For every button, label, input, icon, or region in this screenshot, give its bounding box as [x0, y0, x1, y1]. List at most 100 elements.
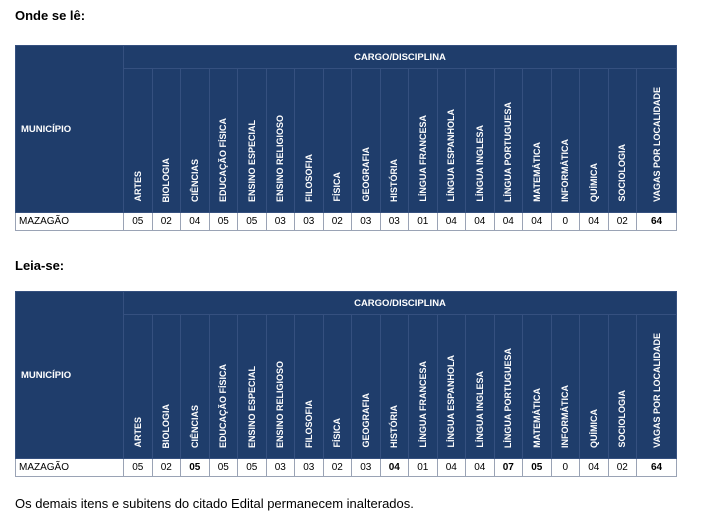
column-header-label: INFORMÁTICA: [560, 385, 571, 448]
column-header-fisica: FÍSICA: [322, 68, 352, 213]
value-cell-fisica: 02: [322, 458, 352, 477]
column-header-label: LÍNGUA ESPANHOLA: [446, 109, 457, 202]
column-header-lingua-espanhola: LÍNGUA ESPANHOLA: [436, 314, 466, 459]
value-cell-lingua-portuguesa: 07: [493, 458, 523, 477]
column-header-educacao-fisica: EDUCAÇÃO FÍSICA: [208, 68, 238, 213]
value-cell-geografia: 03: [351, 458, 381, 477]
column-header-filosofia: FILOSOFIA: [294, 314, 324, 459]
column-header-label: EDUCAÇÃO FÍSICA: [218, 363, 229, 448]
column-header-sociologia: SOCIOLOGIA: [607, 68, 637, 213]
column-header-lingua-francesa: LÍNGUA FRANCESA: [408, 314, 438, 459]
column-header-label: INFORMÁTICA: [560, 139, 571, 202]
column-header-label: CIÊNCIAS: [189, 158, 200, 202]
column-header-ensino-especial: ENSINO ESPECIAL: [237, 68, 267, 213]
column-header-historia: HISTÓRIA: [379, 68, 409, 213]
column-header-label: SOCIOLOGIA: [617, 144, 628, 202]
cargo-table-leia-se: MUNICÍPIO CARGO/DISCIPLINA ARTES BIOLOGIA CI…: [15, 291, 677, 477]
footer-note: Os demais itens e subitens do citado Edi…: [15, 496, 414, 511]
value-cell-artes: 05: [123, 458, 153, 477]
cargo-table-onde-se-le: MUNICÍPIO CARGO/DISCIPLINA ARTES BIOLOGIA CI…: [15, 45, 677, 231]
value-cell-educacao-fisica: 05: [208, 458, 238, 477]
table-row: MAZAGÃO 05 02 05 05 05 03 03 02 03 04 01 04 04 07 05 0 04…: [15, 458, 677, 477]
municipio-cell: MAZAGÃO: [15, 212, 124, 231]
column-header-educacao-fisica: EDUCAÇÃO FÍSICA: [208, 314, 238, 459]
value-cell-lingua-espanhola: 04: [436, 458, 466, 477]
value-cell-ensino-religioso: 03: [265, 212, 295, 231]
column-header-historia: HISTÓRIA: [379, 314, 409, 459]
column-header-vagas-por-localidade: VAGAS POR LOCALIDADE: [636, 68, 677, 213]
value-cell-biologia: 02: [151, 458, 181, 477]
value-cell-lingua-francesa: 01: [408, 458, 438, 477]
value-cell-ciencias: 05: [180, 458, 210, 477]
column-header-label: ENSINO ESPECIAL: [246, 119, 257, 202]
group-header: CARGO/DISCIPLINA: [123, 291, 677, 315]
value-cell-informatica: 0: [550, 212, 580, 231]
column-header-label: LÍNGUA PORTUGUESA: [503, 101, 514, 202]
value-cell-ensino-especial: 05: [237, 458, 267, 477]
section-heading-onde-se-le: Onde se lê:: [15, 8, 86, 23]
column-header-label: BIOLOGIA: [161, 157, 172, 203]
column-header-label: MATEMÁTICA: [531, 142, 542, 202]
value-cell-geografia: 03: [351, 212, 381, 231]
column-header-quimica: QUÍMICA: [579, 314, 609, 459]
value-cell-quimica: 04: [579, 212, 609, 231]
column-header-sociologia: SOCIOLOGIA: [607, 314, 637, 459]
column-header-ciencias: CIÊNCIAS: [180, 314, 210, 459]
column-header-label: QUÍMICA: [588, 163, 599, 202]
column-header-label: LÍNGUA INGLESA: [474, 371, 485, 448]
column-header-label: ENSINO RELIGIOSO: [275, 360, 286, 448]
value-cell-ciencias: 04: [180, 212, 210, 231]
column-header-filosofia: FILOSOFIA: [294, 68, 324, 213]
column-header-label: GEOGRAFIA: [360, 393, 371, 448]
column-header-vagas-por-localidade: VAGAS POR LOCALIDADE: [636, 314, 677, 459]
value-cell-lingua-inglesa: 04: [465, 458, 495, 477]
column-header-label: VAGAS POR LOCALIDADE: [651, 333, 662, 448]
column-header-fisica: FÍSICA: [322, 314, 352, 459]
table-row: MAZAGÃO 05 02 04 05 05 03 03 02 03 03 01 04 04 04 04 0 04…: [15, 212, 677, 231]
value-cell-sociologia: 02: [607, 458, 637, 477]
column-header-label: BIOLOGIA: [161, 403, 172, 449]
column-header-label: VAGAS POR LOCALIDADE: [651, 87, 662, 202]
column-header-lingua-inglesa: LÍNGUA INGLESA: [465, 68, 495, 213]
column-header-lingua-portuguesa: LÍNGUA PORTUGUESA: [493, 314, 523, 459]
column-header-lingua-inglesa: LÍNGUA INGLESA: [465, 314, 495, 459]
column-header-geografia: GEOGRAFIA: [351, 68, 381, 213]
column-header-ensino-especial: ENSINO ESPECIAL: [237, 314, 267, 459]
column-header-lingua-francesa: LÍNGUA FRANCESA: [408, 68, 438, 213]
column-header-label: FILOSOFIA: [303, 400, 314, 448]
value-cell-sociologia: 02: [607, 212, 637, 231]
column-header-matematica: MATEMÁTICA: [522, 68, 552, 213]
column-header-lingua-portuguesa: LÍNGUA PORTUGUESA: [493, 68, 523, 213]
column-header-label: MATEMÁTICA: [531, 388, 542, 448]
column-header-label: LÍNGUA INGLESA: [474, 125, 485, 202]
column-header-label: ARTES: [132, 171, 143, 202]
value-cell-historia: 04: [379, 458, 409, 477]
column-header-biologia: BIOLOGIA: [151, 68, 181, 213]
column-header-label: LÍNGUA ESPANHOLA: [446, 355, 457, 448]
column-header-artes: ARTES: [123, 68, 153, 213]
value-cell-historia: 03: [379, 212, 409, 231]
value-cell-lingua-inglesa: 04: [465, 212, 495, 231]
column-header-quimica: QUÍMICA: [579, 68, 609, 213]
column-header-informatica: INFORMÁTICA: [550, 314, 580, 459]
value-cell-educacao-fisica: 05: [208, 212, 238, 231]
column-header-label: LÍNGUA FRANCESA: [417, 115, 428, 202]
value-cell-fisica: 02: [322, 212, 352, 231]
column-header-ensino-religioso: ENSINO RELIGIOSO: [265, 314, 295, 459]
value-cell-matematica: 05: [522, 458, 552, 477]
column-header-label: HISTÓRIA: [389, 158, 400, 202]
value-cell-vagas-por-localidade: 64: [636, 458, 677, 477]
column-header-informatica: INFORMÁTICA: [550, 68, 580, 213]
column-header-ensino-religioso: ENSINO RELIGIOSO: [265, 68, 295, 213]
column-header-biologia: BIOLOGIA: [151, 314, 181, 459]
value-cell-artes: 05: [123, 212, 153, 231]
column-header-label: CIÊNCIAS: [189, 404, 200, 448]
value-cell-informatica: 0: [550, 458, 580, 477]
group-header: CARGO/DISCIPLINA: [123, 45, 677, 69]
column-header-label: QUÍMICA: [588, 409, 599, 448]
section-heading-leia-se: Leia-se:: [15, 258, 65, 273]
column-header-artes: ARTES: [123, 314, 153, 459]
value-cell-biologia: 02: [151, 212, 181, 231]
municipio-header: MUNICÍPIO: [15, 291, 124, 459]
municipio-cell: MAZAGÃO: [15, 458, 124, 477]
